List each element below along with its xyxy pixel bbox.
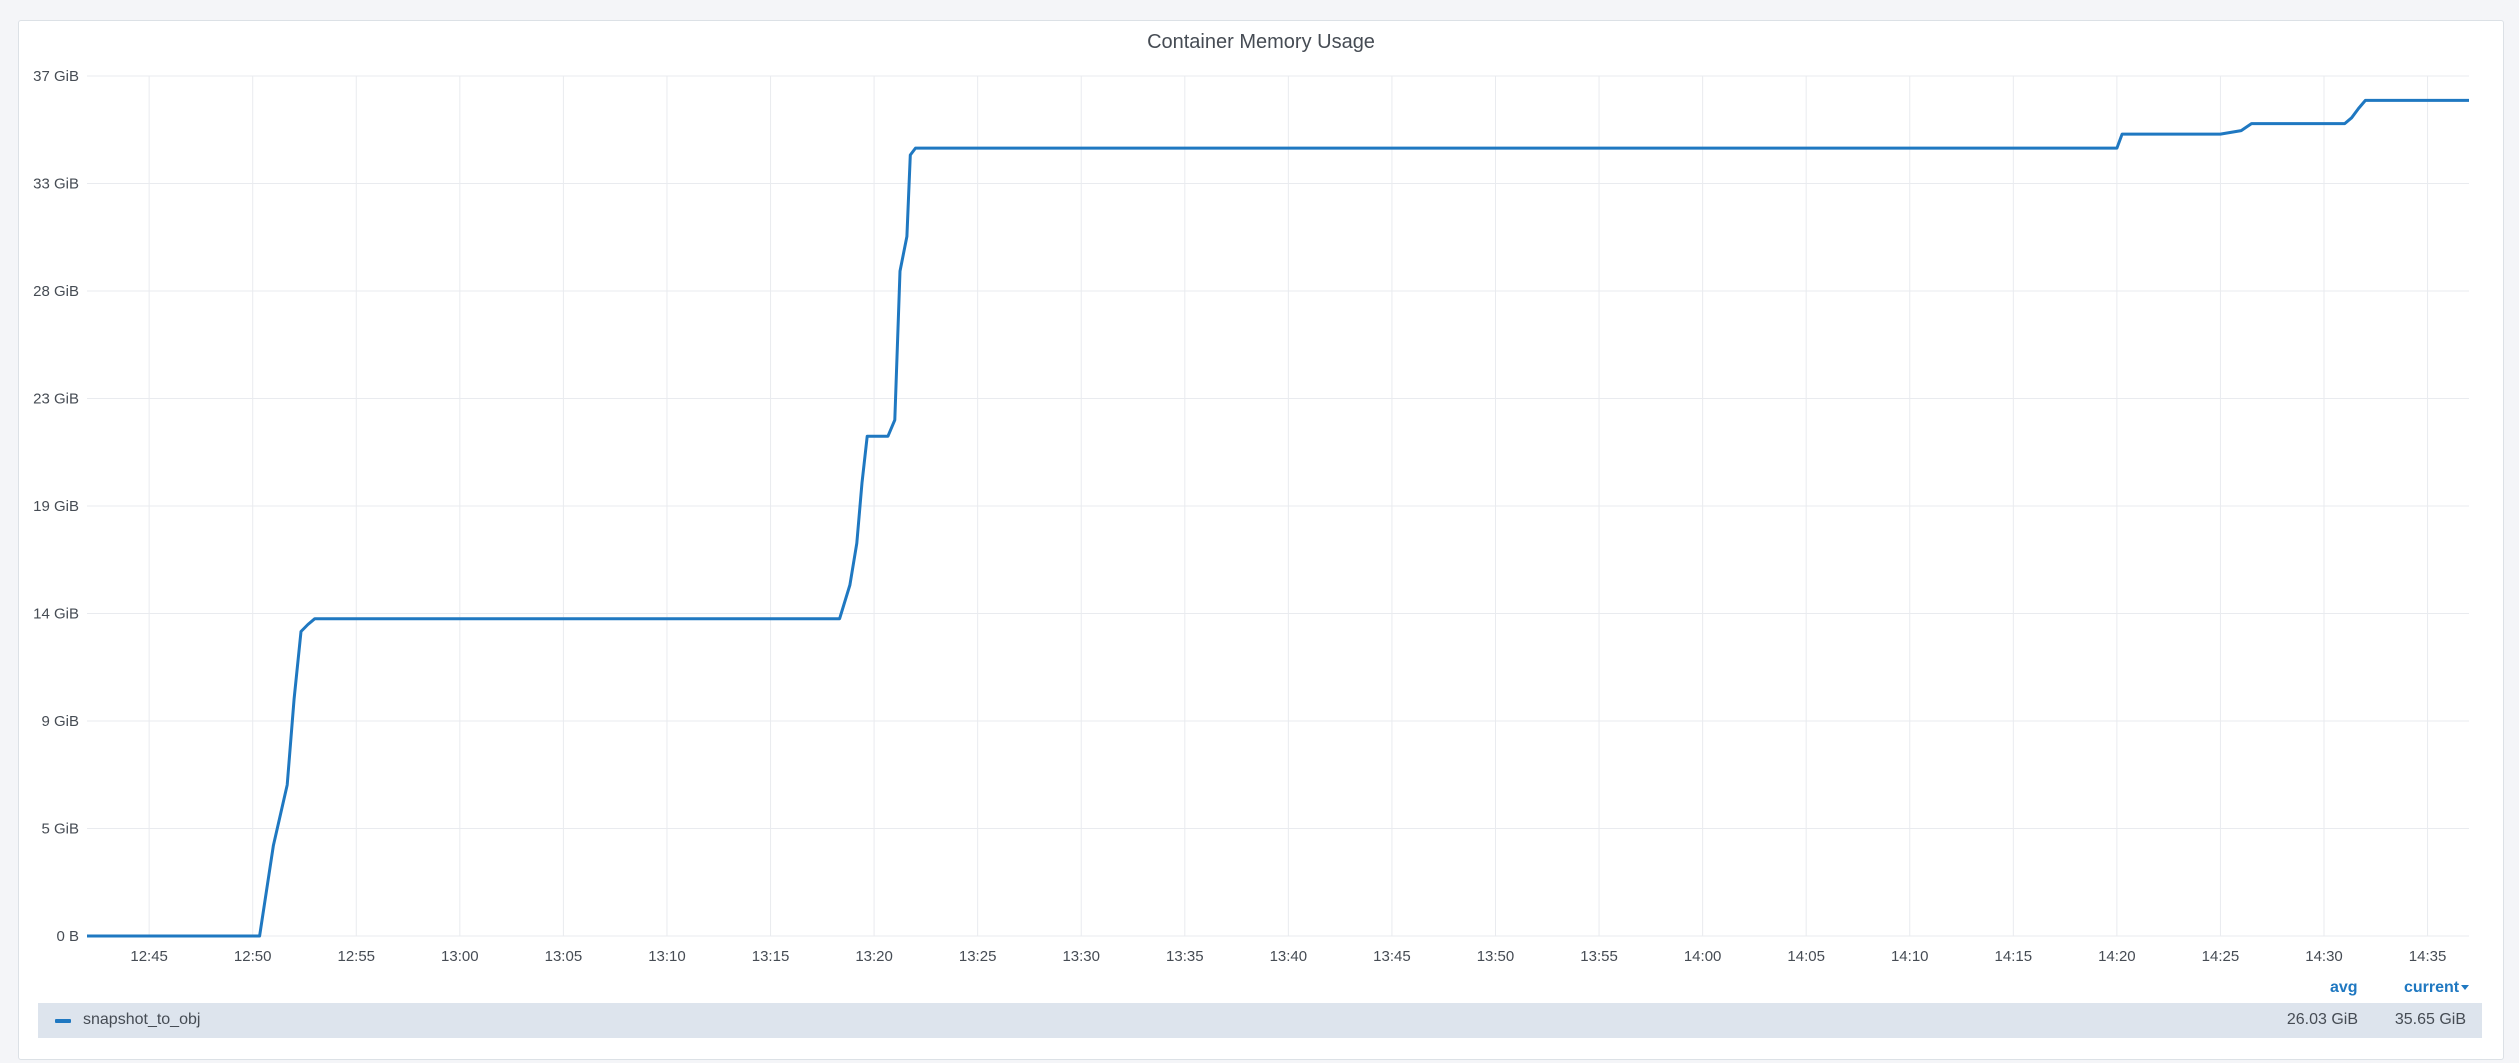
x-tick-label: 14:20 (2098, 948, 2136, 965)
x-tick-label: 14:25 (2202, 948, 2240, 965)
legend-header-current[interactable]: current (2404, 979, 2470, 997)
x-tick-label: 14:15 (1995, 948, 2033, 965)
x-tick-label: 14:35 (2409, 948, 2447, 965)
x-tick-label: 13:30 (1062, 948, 1100, 965)
x-tick-label: 13:45 (1373, 948, 1411, 965)
y-tick-label: 37 GiB (33, 68, 79, 85)
y-tick-label: 19 GiB (33, 498, 79, 515)
x-tick-label: 13:25 (959, 948, 997, 965)
x-tick-label: 13:40 (1270, 948, 1308, 965)
chart-panel: Container Memory Usage 0 B 5 GiB 9 GiB 14 G… (18, 20, 2504, 1060)
y-tick-label: 28 GiB (33, 283, 79, 300)
x-tick-label: 12:50 (234, 948, 272, 965)
legend-header-avg[interactable]: avg (2330, 979, 2358, 996)
x-tick-label: 13:50 (1477, 948, 1515, 965)
sort-desc-icon (2461, 985, 2470, 991)
x-tick-label: 14:05 (1787, 948, 1825, 965)
x-axis-labels: 12:45 12:50 12:55 13:00 13:05 13:10 13:15 13:20… (130, 948, 2446, 965)
y-tick-label: 5 GiB (41, 821, 79, 838)
y-axis-labels: 0 B 5 GiB 9 GiB 14 GiB 19 GiB 23 GiB 28 GiB 33 … (33, 68, 79, 945)
legend-row[interactable]: snapshot_to_obj 26.03 GiB 35.65 GiB (38, 1003, 2482, 1038)
series-line-snapshot-to-obj[interactable] (87, 98, 2469, 938)
legend-header-current-label: current (2404, 979, 2460, 996)
y-tick-label: 14 GiB (33, 606, 79, 623)
x-tick-label: 12:55 (337, 948, 375, 965)
memory-line-chart[interactable]: 0 B 5 GiB 9 GiB 14 GiB 19 GiB 23 GiB 28 GiB 33 … (19, 21, 2505, 971)
x-tick-label: 13:00 (441, 948, 479, 965)
x-tick-label: 13:20 (855, 948, 893, 965)
grid-horizontal (87, 75, 2469, 937)
x-tick-label: 13:05 (545, 948, 583, 965)
x-tick-label: 14:00 (1684, 948, 1722, 965)
x-tick-label: 14:10 (1891, 948, 1929, 965)
panel-title[interactable]: Container Memory Usage (1147, 31, 1375, 53)
legend-avg-value: 26.03 GiB (2286, 1011, 2358, 1028)
x-tick-label: 12:45 (130, 948, 168, 965)
y-tick-label: 0 B (56, 928, 79, 945)
y-tick-label: 23 GiB (33, 391, 79, 408)
x-tick-label: 13:10 (648, 948, 686, 965)
x-tick-label: 13:35 (1166, 948, 1204, 965)
y-tick-label: 33 GiB (33, 176, 79, 193)
x-tick-label: 13:15 (752, 948, 790, 965)
x-tick-label: 14:30 (2305, 948, 2343, 965)
y-tick-label: 9 GiB (41, 713, 79, 730)
x-tick-label: 13:55 (1580, 948, 1618, 965)
legend-current-value: 35.65 GiB (2394, 1011, 2466, 1028)
series-color-swatch[interactable] (55, 1019, 71, 1023)
legend-series-name[interactable]: snapshot_to_obj (83, 1011, 201, 1028)
